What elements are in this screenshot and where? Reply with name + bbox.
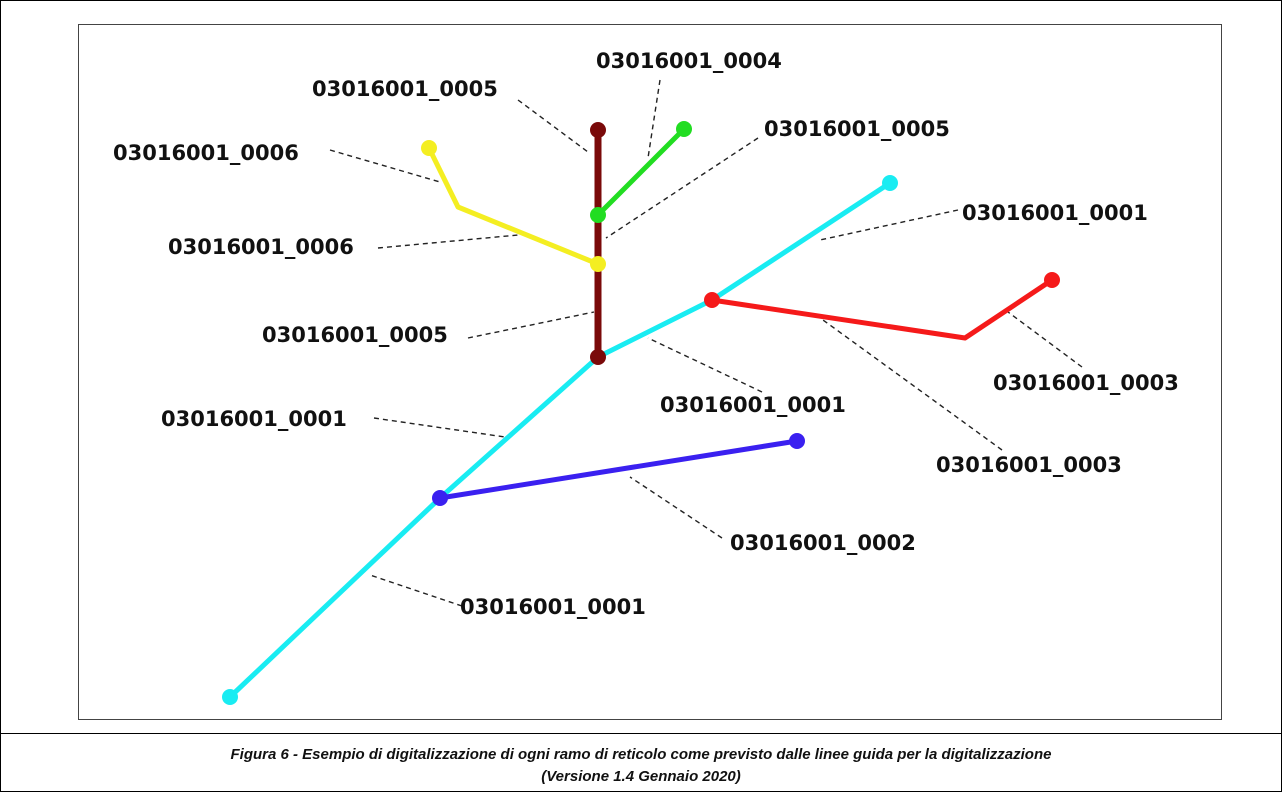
node: [421, 140, 437, 156]
leader-line: [647, 337, 763, 393]
leader-line: [605, 137, 759, 239]
caption-separator: [0, 733, 1282, 734]
segment-label: 03016001_0001: [161, 407, 347, 431]
leader-line: [822, 319, 1003, 451]
node: [704, 292, 720, 308]
segment-label: 03016001_0003: [936, 453, 1122, 477]
leader-lines: [329, 79, 1083, 607]
leader-line: [329, 149, 441, 183]
leader-line: [517, 99, 589, 153]
red-line: [709, 277, 1055, 341]
leader-line: [467, 311, 595, 339]
leader-line: [369, 574, 463, 607]
node: [789, 433, 805, 449]
nodes: [222, 121, 1060, 705]
segment-label: 03016001_0001: [460, 595, 646, 619]
segment-label: 03016001_0003: [993, 371, 1179, 395]
leader-line: [1007, 311, 1083, 368]
node: [590, 349, 606, 365]
leader-line: [819, 209, 959, 241]
node: [676, 121, 692, 137]
node: [222, 689, 238, 705]
segment-label: 03016001_0002: [730, 531, 916, 555]
figure-caption: Figura 6 - Esempio di digitalizzazione d…: [0, 744, 1282, 788]
leader-line: [377, 234, 519, 249]
node: [590, 207, 606, 223]
blue-line: [437, 438, 800, 501]
leader-line: [629, 476, 723, 539]
segment-label: 03016001_0005: [262, 323, 448, 347]
segment-label: 03016001_0006: [113, 141, 299, 165]
node: [590, 256, 606, 272]
segment-label: 03016001_0004: [596, 49, 782, 73]
segment-label: 03016001_0001: [962, 201, 1148, 225]
node: [882, 175, 898, 191]
node: [1044, 272, 1060, 288]
yellow-line: [426, 145, 601, 267]
leader-line: [647, 79, 661, 159]
segment-label: 03016001_0001: [660, 393, 846, 417]
node: [432, 490, 448, 506]
segment-label: 03016001_0005: [764, 117, 950, 141]
caption-line-1: Figura 6 - Esempio di digitalizzazione d…: [230, 746, 1052, 763]
green-line: [595, 126, 687, 218]
node: [590, 122, 606, 138]
segment-labels: 03016001_0005 03016001_0004 03016001_000…: [113, 49, 1179, 619]
leader-line: [373, 417, 506, 438]
segment-label: 03016001_0006: [168, 235, 354, 259]
caption-line-2: (Versione 1.4 Gennaio 2020): [541, 768, 741, 785]
figure-box: [78, 24, 1222, 720]
segment-label: 03016001_0005: [312, 77, 498, 101]
